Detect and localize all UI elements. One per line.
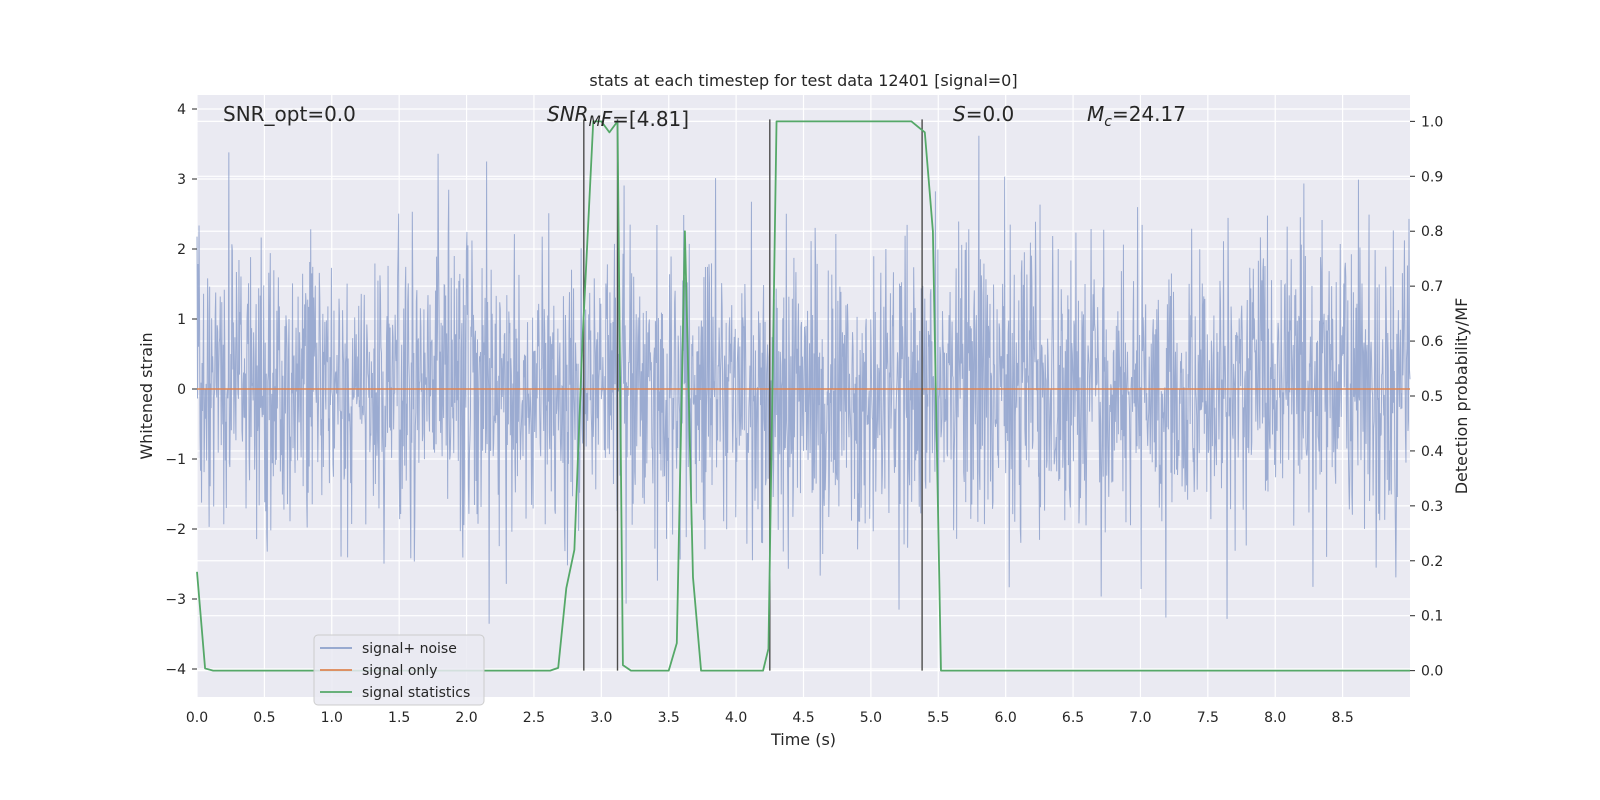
y2-tick-label: 1.0: [1421, 114, 1443, 130]
y2-tick-label: 0.8: [1421, 224, 1443, 240]
annotation-text: Mc=24.17: [1087, 102, 1186, 130]
chart-title: stats at each timestep for test data 124…: [589, 71, 1017, 90]
y-tick-label: −4: [165, 662, 186, 678]
x-tick-label: 1.0: [321, 710, 343, 726]
y2-axis-label: Detection probability/MF: [1452, 298, 1471, 495]
y-tick-label: −2: [165, 522, 186, 538]
signal-statistics-line: [196, 120, 1410, 672]
y2-tick-label: 0.5: [1421, 389, 1443, 405]
x-tick-label: 7.0: [1129, 710, 1151, 726]
annotation-text: SNRMF=[4.81]: [547, 102, 689, 131]
x-tick-label: 1.5: [388, 710, 410, 726]
x-tick-label: 4.0: [725, 710, 747, 726]
x-tick-label: 5.0: [860, 710, 882, 726]
y2-tick-label: 0.3: [1421, 499, 1443, 515]
x-tick-label: 4.5: [792, 710, 814, 726]
x-tick-label: 7.5: [1197, 710, 1219, 726]
x-tick-label: 0.5: [253, 710, 275, 726]
y-tick-label: −3: [165, 592, 186, 608]
y-tick-label: 2: [177, 242, 186, 258]
series-signal-plus-noise: [196, 135, 1411, 624]
y-tick-label: 1: [177, 312, 186, 328]
y-tick-label: 4: [177, 102, 186, 118]
x-tick-label: 3.0: [590, 710, 612, 726]
series-lines: [196, 119, 1410, 672]
y-axis-label: Whitened strain: [137, 332, 156, 459]
y2-tick-label: 0.0: [1421, 664, 1443, 680]
y-tick-label: 0: [177, 382, 186, 398]
legend-box: [313, 634, 485, 706]
y2-tick-label: 0.6: [1421, 334, 1443, 350]
x-tick-label: 0.0: [186, 710, 208, 726]
legend-label: signal only: [362, 663, 437, 679]
axis-ticks: 0.0 0.5 1.0 1.5 2.0 2.5 3.0 3.5 4.0 4.5 5.0 5.5 6.0 6…: [165, 102, 1443, 726]
y-tick-label: 3: [177, 172, 186, 188]
x-tick-label: 8.5: [1331, 710, 1353, 726]
x-tick-label: 2.0: [455, 710, 477, 726]
annotation-text: S=0.0: [953, 102, 1014, 126]
x-tick-label: 6.5: [1062, 710, 1084, 726]
y2-tick-label: 0.1: [1421, 609, 1443, 625]
annotation-text: SNR_opt=0.0: [223, 102, 356, 126]
x-tick-label: 6.0: [995, 710, 1017, 726]
y2-tick-label: 0.7: [1421, 279, 1443, 295]
legend-label: signal+ noise: [362, 641, 457, 657]
y2-tick-label: 0.2: [1421, 554, 1443, 570]
x-axis-label: Time (s): [770, 730, 836, 749]
legend: signal+ noise signal only signal statistic…: [313, 634, 485, 706]
legend-label: signal statistics: [362, 685, 470, 701]
y-tick-label: −1: [165, 452, 186, 468]
y2-tick-label: 0.4: [1421, 444, 1443, 460]
x-tick-label: 3.5: [658, 710, 680, 726]
signal-plus-noise-line: [196, 135, 1411, 624]
x-tick-label: 8.0: [1264, 710, 1286, 726]
x-tick-label: 5.5: [927, 710, 949, 726]
y2-tick-label: 0.9: [1421, 169, 1443, 185]
annotations: SNR_opt=0.0 SNRMF=[4.81] S=0.0 Mc=24.17: [223, 102, 1186, 131]
x-tick-label: 2.5: [523, 710, 545, 726]
